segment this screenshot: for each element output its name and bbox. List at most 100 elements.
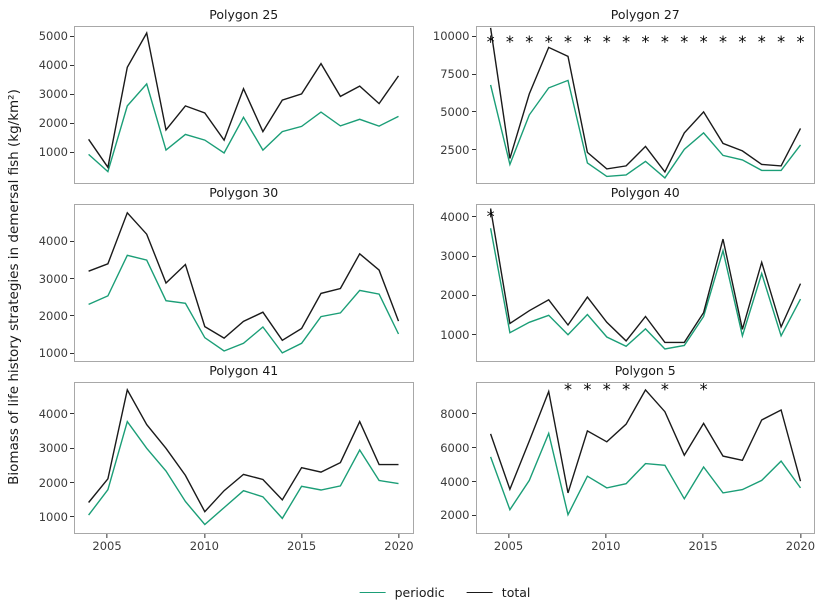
y-tick-label: 2000 — [440, 508, 470, 523]
y-tick-mark — [70, 240, 74, 242]
plot-area: * * * * * * * * * * * * * * * * * — [475, 26, 815, 184]
y-tick-label: 1000 — [38, 346, 68, 361]
y-tick-label: 1000 — [440, 327, 470, 342]
y-tick: 2000 — [440, 288, 476, 303]
x-tick: 2015 — [688, 534, 718, 553]
y-tick-label: 4000 — [38, 58, 68, 73]
y-tick: 2000 — [39, 116, 74, 130]
x-tick-label: 2015 — [286, 539, 317, 553]
y-tick-label: 2000 — [38, 308, 68, 323]
y-tick-mark — [471, 294, 476, 296]
y-tick-mark — [471, 111, 476, 113]
facet-grid: Polygon 25 1000 2000 3000 4000 5000 Polygon … — [26, 6, 815, 558]
line-chart-svg: * * * * * * — [489, 383, 801, 517]
y-tick: 1000 — [39, 510, 74, 524]
x-tick: 2010 — [190, 534, 219, 553]
significance-asterisk: * — [622, 32, 630, 51]
x-tick-mark — [398, 534, 400, 538]
periodic-line — [489, 431, 801, 517]
y-tick-label: 1000 — [38, 145, 68, 160]
x-tick-mark — [301, 534, 303, 538]
total-line — [88, 31, 400, 170]
y-tick-label: 6000 — [440, 440, 470, 455]
facet-title: Polygon 5 — [614, 363, 676, 378]
significance-asterisk: * — [738, 32, 746, 51]
x-tick-mark — [605, 534, 607, 538]
y-tick: 1000 — [39, 346, 74, 360]
y-tick: 10000 — [433, 29, 476, 43]
x-tick-mark — [508, 534, 510, 538]
y-tick-label: 2500 — [440, 142, 470, 157]
y-tick: 2500 — [440, 142, 476, 157]
y-tick-label: 3000 — [38, 271, 68, 286]
plot-area — [74, 382, 414, 534]
y-axis-title: Biomass of life history strategies in de… — [6, 89, 22, 485]
line-chart-svg — [88, 387, 399, 526]
significance-asterisk: * — [564, 32, 572, 51]
y-tick-mark — [471, 255, 476, 257]
legend-item-total: total — [466, 585, 531, 600]
y-tick: 3000 — [440, 249, 476, 264]
x-tick-label: 2010 — [591, 539, 621, 553]
legend-label: total — [501, 585, 531, 600]
y-tick: 1000 — [39, 145, 74, 159]
total-line — [489, 208, 801, 344]
y-tick: 7500 — [440, 67, 476, 81]
line-chart-svg — [88, 211, 400, 354]
significance-asterisk: * — [602, 32, 610, 51]
y-tick: 2000 — [39, 309, 74, 323]
y-tick-label: 2000 — [440, 288, 470, 303]
y-tick: 4000 — [39, 234, 74, 248]
plot-area — [74, 26, 414, 184]
x-tick-label: 2005 — [92, 539, 122, 553]
legend-item-periodic: periodic — [359, 585, 445, 600]
y-tick: 2000 — [39, 476, 74, 490]
y-tick-label: 4000 — [440, 474, 470, 489]
periodic-line — [88, 420, 399, 526]
periodic-line — [88, 254, 400, 354]
y-tick-label: 1000 — [38, 509, 68, 524]
significance-asterisk: * — [699, 383, 707, 399]
significance-asterisk: * — [660, 32, 668, 51]
significance-asterisk: * — [564, 383, 572, 399]
facet-title: Polygon 41 — [209, 363, 279, 378]
y-tick-mark — [70, 315, 74, 317]
y-tick-mark — [70, 447, 74, 449]
significance-asterisk: * — [544, 32, 552, 51]
facet-title: Polygon 30 — [209, 185, 279, 200]
y-tick-label: 3000 — [440, 249, 470, 264]
facet-title: Polygon 40 — [610, 185, 680, 200]
y-tick-mark — [70, 35, 74, 37]
facet-polygon-27: Polygon 27 2500 5000 7500 10000 * * * * * * * * * * *… — [428, 6, 815, 184]
facet-polygon-30: Polygon 30 1000 2000 3000 4000 — [26, 184, 414, 362]
y-tick-label: 4000 — [38, 406, 68, 421]
total-line — [489, 388, 801, 494]
y-tick-label: 4000 — [440, 209, 470, 224]
y-tick: 1000 — [440, 327, 476, 342]
y-tick-mark — [70, 151, 74, 153]
x-tick: 2010 — [591, 534, 621, 553]
y-tick: 6000 — [440, 440, 476, 455]
y-tick-mark — [70, 352, 74, 354]
y-tick-mark — [471, 413, 476, 415]
y-tick-mark — [70, 64, 74, 66]
periodic-line — [489, 228, 801, 350]
significance-asterisk: * — [660, 383, 668, 399]
y-axis-ticks: 1000 2000 3000 4000 5000 — [26, 26, 74, 184]
significance-asterisk: * — [486, 32, 494, 51]
plot-area — [74, 204, 414, 362]
total-line — [88, 211, 400, 342]
y-tick-mark — [70, 413, 74, 415]
plot-area: * — [475, 204, 815, 362]
significance-asterisk: * — [622, 383, 630, 399]
y-tick-label: 4000 — [38, 234, 68, 249]
significance-asterisk: * — [641, 32, 649, 51]
y-tick-mark — [471, 149, 476, 151]
y-tick-mark — [70, 122, 74, 124]
significance-asterisk: * — [757, 32, 765, 51]
facet-title: Polygon 25 — [209, 7, 279, 22]
facet-polygon-25: Polygon 25 1000 2000 3000 4000 5000 — [26, 6, 414, 184]
y-tick: 2000 — [440, 508, 476, 523]
significance-asterisk: * — [486, 206, 494, 225]
legend: periodic total — [359, 585, 531, 600]
